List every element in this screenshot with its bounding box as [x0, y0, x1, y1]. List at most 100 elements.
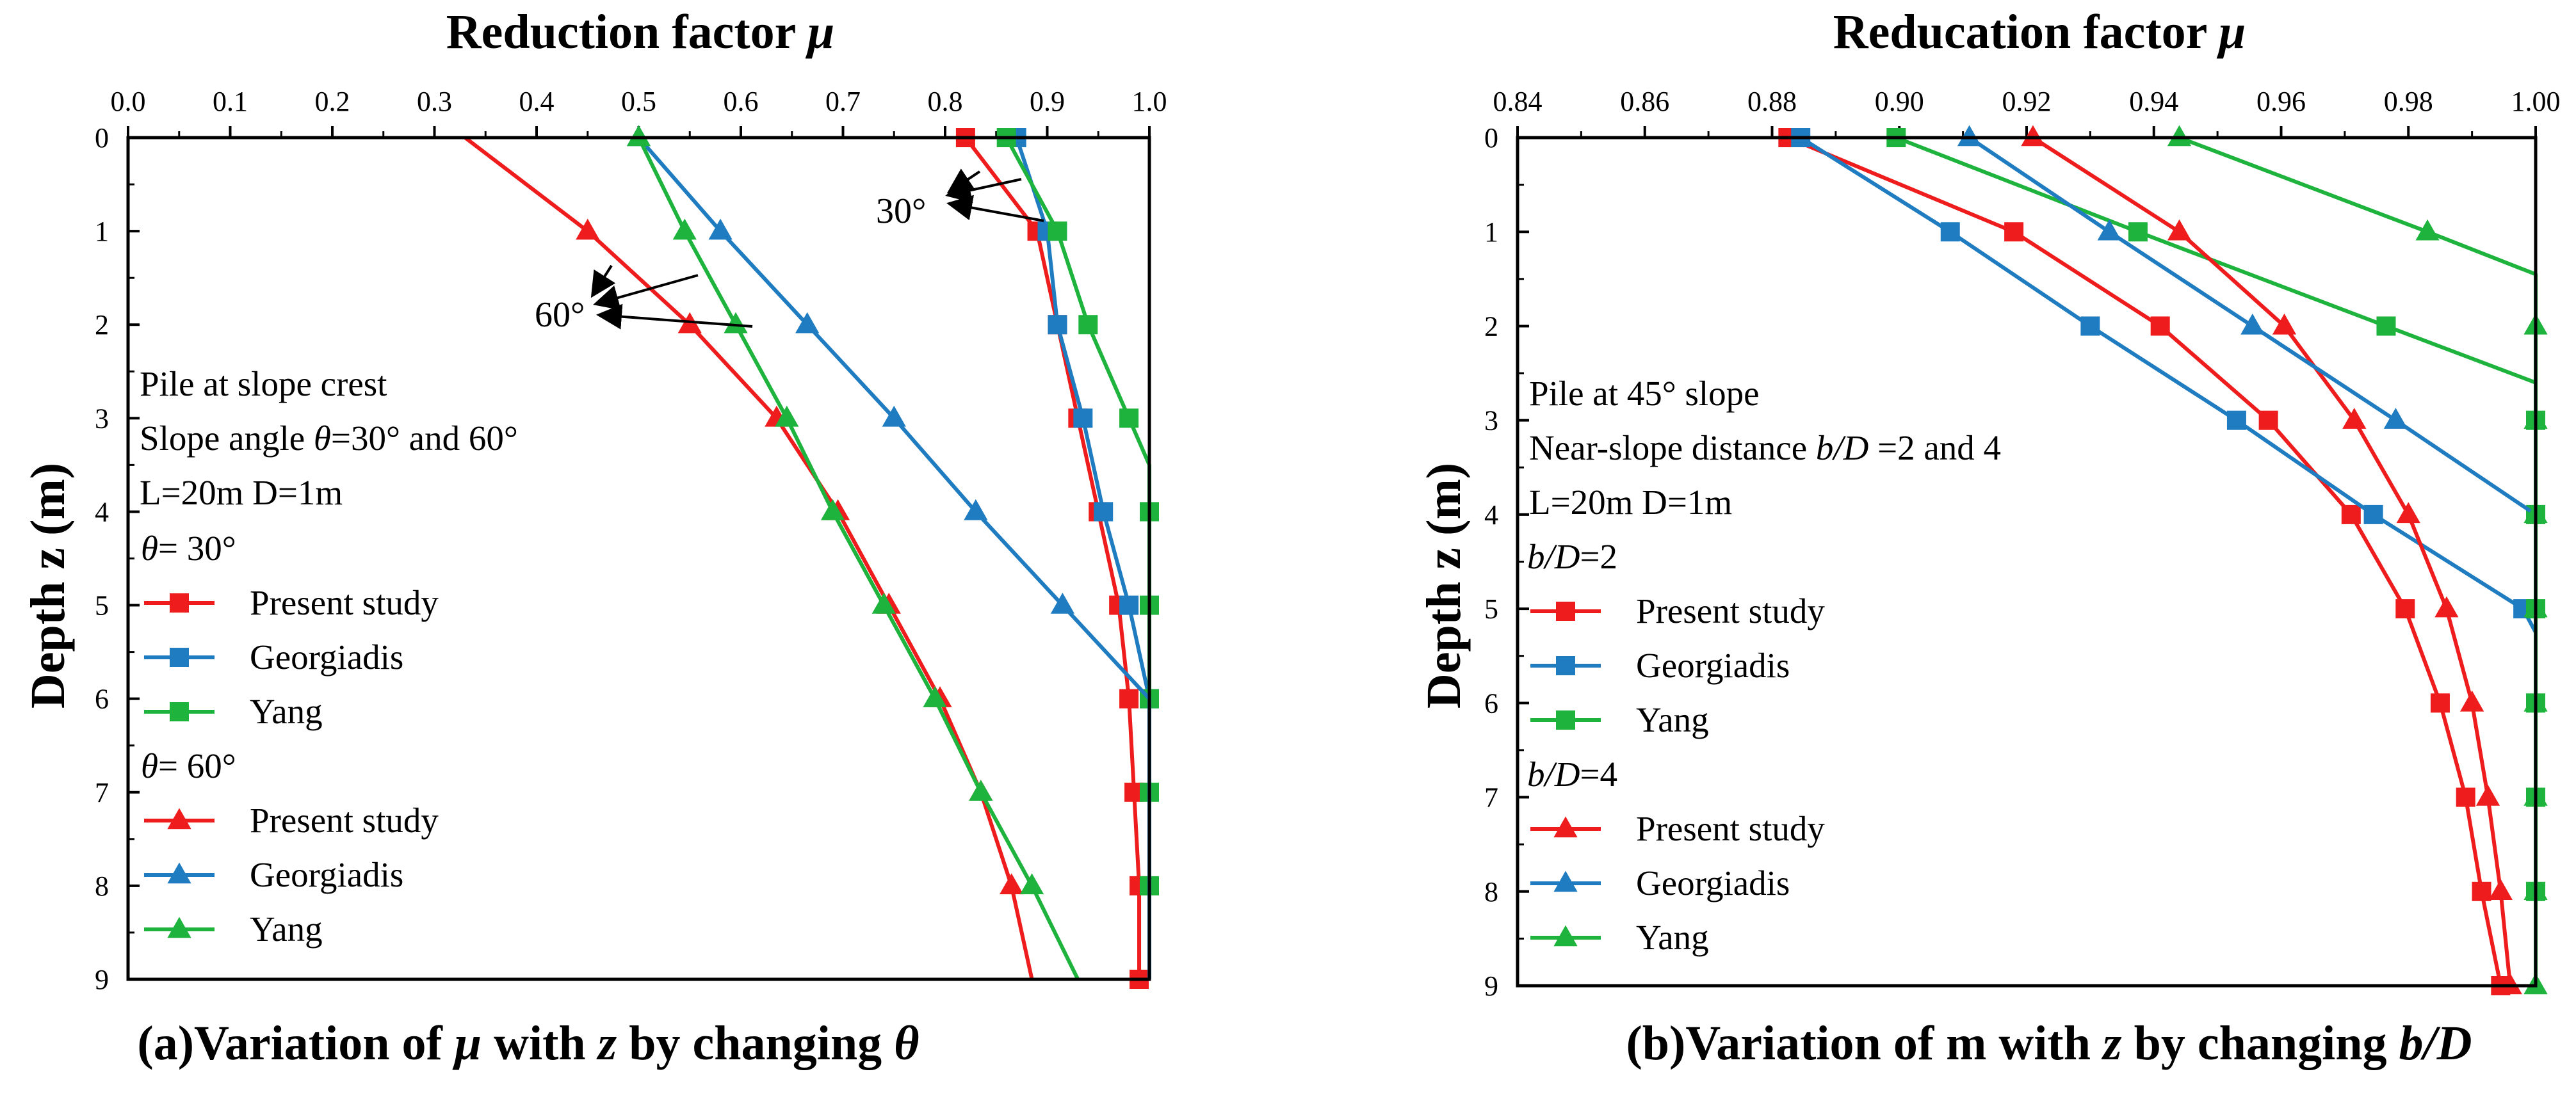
panel-b-x-axis-title: Reducation factor μ [1833, 5, 2246, 59]
y-tick-label: 7 [95, 777, 109, 808]
data-point [2395, 599, 2415, 619]
legend-entry-label: Yang [250, 910, 323, 949]
legend-marker [1556, 656, 1575, 675]
data-point [1940, 222, 1960, 242]
y-tick-label: 9 [95, 964, 109, 995]
panel-a-plot-frame [126, 136, 1151, 981]
legend-entry-label: Present study [1636, 591, 1825, 630]
data-point [2498, 973, 2522, 995]
series-line-georgiadis [1799, 136, 2538, 986]
legend-entry-label: Georgiadis [1636, 646, 1790, 685]
data-point [2167, 219, 2192, 241]
y-tick-label: 3 [1484, 405, 1498, 437]
panel-a-x-axis-title: Reduction factor μ [446, 5, 835, 59]
data-point [2167, 125, 2192, 147]
y-tick-label: 8 [1484, 876, 1498, 908]
legend-marker [167, 808, 191, 830]
x-tick-label: 0.3 [417, 86, 452, 117]
panel-b-y-axis-title: Depth z (m) [1417, 463, 1471, 709]
x-tick-label: 0.2 [315, 86, 350, 117]
legend-entry-label: Yang [1636, 918, 1709, 957]
legend-marker [1556, 602, 1575, 621]
annotation-30-arrow-2 [945, 177, 1022, 203]
data-point [2376, 316, 2396, 336]
x-tick-label: 0.7 [825, 86, 861, 117]
data-point [871, 593, 896, 614]
x-tick-label: 0.1 [213, 86, 248, 117]
data-point [2415, 219, 2440, 241]
data-point [2272, 313, 2297, 335]
x-tick-label: 0.88 [1747, 86, 1797, 117]
data-point [708, 218, 733, 240]
data-point [724, 312, 748, 333]
annotation-30-arrow-3 [946, 195, 1044, 222]
data-point [2258, 410, 2278, 430]
chart-panel-b: Reducation factor μ 0.84 0.86 0.88 0.90 0.92… [1417, 5, 2561, 1070]
legend-entry-label: Georgiadis [250, 638, 403, 677]
data-point [1000, 873, 1024, 895]
data-point [626, 125, 651, 147]
legend-group-header: b/D=4 [1527, 755, 1617, 794]
x-tick-label: 0.0 [111, 86, 146, 117]
legend-entry-label: Present study [250, 583, 439, 622]
legend-marker [1553, 816, 1578, 838]
legend-marker [167, 862, 191, 884]
panel-a-caption: (a)Variation of μ with z by changing θ [137, 1016, 919, 1070]
x-tick-label: 0.90 [1875, 86, 1924, 117]
y-tick-label: 1 [95, 216, 109, 247]
data-point [2460, 690, 2484, 712]
panel-a-x-ticks: 0.0 0.1 0.2 0.3 0.4 0.5 0.6 0.7 0.8 0.9 1.0 [111, 86, 1167, 138]
chart-panel-a: Reduction factor μ 0.0 0.1 0.2 0.3 0.4 0.5 0.6… [21, 5, 1167, 1070]
y-tick-label: 7 [1484, 782, 1498, 814]
series-line-yang [2178, 136, 2538, 986]
series-line-present-study [2032, 136, 2513, 986]
data-point [2341, 504, 2361, 524]
panel-a-y-axis-title: Depth z (m) [21, 463, 75, 709]
panel-b-series [1778, 125, 2548, 995]
y-tick-label: 6 [95, 684, 109, 715]
x-tick-label: 0.86 [1620, 86, 1669, 117]
data-point [1050, 593, 1075, 614]
data-point [1073, 408, 1093, 428]
data-point [2021, 125, 2045, 147]
panel-b-note-distance: Near-slope distance b/D =2 and 4 [1529, 428, 2001, 467]
panel-a-annotation-60: 60° [535, 264, 753, 335]
series-line-present-study [964, 136, 1142, 979]
y-tick-label: 2 [1484, 310, 1498, 342]
data-point [1119, 689, 1139, 709]
y-tick-label: 5 [95, 590, 109, 622]
data-point [2456, 787, 2475, 807]
data-point [2434, 596, 2459, 618]
data-point [1019, 873, 1044, 895]
panel-a-note-dimensions: L=20m D=1m [140, 473, 343, 512]
data-point [2226, 410, 2246, 430]
y-tick-label: 8 [95, 870, 109, 902]
x-tick-label: 0.4 [519, 86, 555, 117]
panel-b-note-dimensions: L=20m D=1m [1529, 483, 1732, 522]
data-point [2430, 693, 2450, 713]
y-tick-label: 3 [95, 403, 109, 434]
data-point [2396, 502, 2420, 524]
x-tick-label: 0.8 [928, 86, 963, 117]
panel-b-plot-frame [1516, 136, 2538, 988]
data-point [2004, 222, 2024, 242]
panel-a-series [464, 125, 1159, 989]
data-point [775, 405, 799, 427]
legend-marker [1553, 870, 1578, 892]
x-tick-label: 1.00 [2511, 86, 2561, 117]
data-point [672, 218, 697, 240]
x-tick-label: 0.92 [2002, 86, 2052, 117]
data-point [2488, 879, 2513, 901]
data-point [882, 405, 906, 427]
series-line-yang [1005, 136, 1151, 979]
annotation-60-arrow-1 [590, 264, 616, 298]
panel-b-x-ticks: 0.84 0.86 0.88 0.90 0.92 0.94 0.96 0.98 1.00 [1493, 86, 2561, 138]
legend-entry-label: Yang [1636, 700, 1709, 739]
annotation-60-arrow-3 [596, 303, 753, 330]
panel-a-note-slope-angle: Slope angle θ=30° and 60° [140, 419, 518, 458]
data-point [2240, 313, 2265, 335]
data-point [1119, 408, 1139, 428]
y-tick-label: 5 [1484, 593, 1498, 625]
y-tick-label: 4 [95, 496, 109, 527]
data-point [2363, 504, 2383, 524]
